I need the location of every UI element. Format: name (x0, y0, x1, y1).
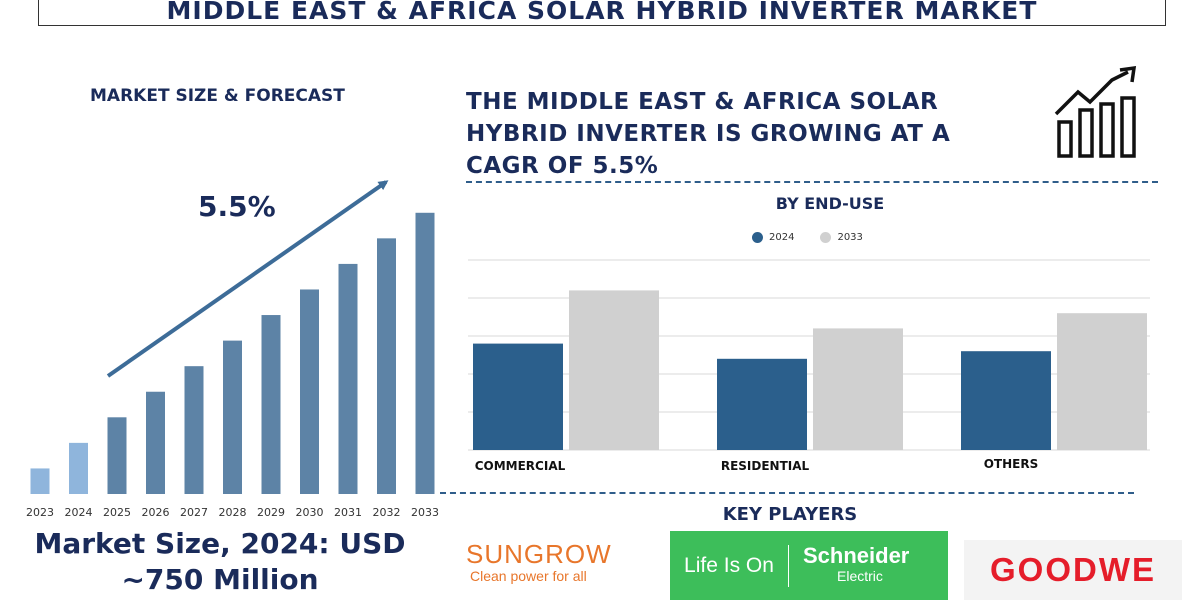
schneider-electric-logo: Life Is On Schneider Electric (670, 531, 948, 600)
end-use-label-others: OTHERS (984, 457, 1039, 471)
page-title: MIDDLE EAST & AFRICA SOLAR HYBRID INVERT… (38, 0, 1166, 26)
headline-line-2: HYBRID INVERTER IS GROWING AT A (466, 121, 951, 147)
page-title-text: MIDDLE EAST & AFRICA SOLAR HYBRID INVERT… (166, 0, 1038, 25)
forecast-bar-2026 (146, 391, 165, 494)
schneider-slogan: Life Is On (684, 553, 774, 577)
market-size-line-1: Market Size, 2024: USD (34, 527, 406, 560)
end-use-bar-residential-2033 (813, 328, 903, 450)
end-use-bar-residential-2024 (717, 358, 807, 450)
forecast-tick-2027: 2027 (180, 506, 208, 519)
end-use-chart-title: BY END-USE (775, 194, 885, 213)
end-use-bar-others-2024 (961, 351, 1051, 450)
headline-line-1: THE MIDDLE EAST & AFRICA SOLAR (466, 89, 939, 115)
forecast-bar-2025 (107, 417, 127, 494)
legend-swatch-2033 (820, 232, 832, 243)
growth-chart-icon (1054, 65, 1137, 158)
forecast-bar-2030 (300, 289, 319, 494)
goodwe-logo: GOODWE (964, 540, 1182, 600)
forecast-bar-2023 (30, 468, 50, 494)
schneider-wordmark: Schneider Electric (789, 542, 910, 586)
forecast-tick-2032: 2032 (373, 506, 401, 519)
section-divider-top (466, 181, 1158, 183)
key-players-title: KEY PLAYERS (722, 504, 858, 525)
forecast-bar-2033 (415, 212, 435, 495)
forecast-bar-2029 (261, 315, 281, 494)
headline-line-3: CAGR OF 5.5% (466, 153, 659, 179)
forecast-tick-2026: 2026 (142, 506, 170, 519)
end-use-label-residential: RESIDENTIAL (721, 459, 810, 473)
end-use-bar-commercial-2033 (569, 290, 659, 450)
legend-swatch-2024 (752, 232, 763, 243)
legend-label-2033: 2033 (837, 232, 863, 243)
forecast-tick-2028: 2028 (219, 506, 247, 519)
growth-arrow (106, 180, 389, 378)
forecast-chart-title: MARKET SIZE & FORECAST (90, 86, 345, 106)
forecast-bar-chart: 2023 2024 2025 2026 2027 2028 2029 2030 2031 2032… (26, 180, 439, 519)
forecast-bars (30, 212, 435, 495)
headline: THE MIDDLE EAST & AFRICA SOLAR HYBRID IN… (466, 86, 1026, 182)
end-use-label-commercial: COMMERCIAL (475, 459, 566, 473)
goodwe-wordmark: GOODWE (990, 551, 1156, 588)
end-use-category-labels: COMMERCIAL RESIDENTIAL OTHERS (475, 457, 1039, 473)
schneider-brand: Schneider (803, 542, 910, 568)
forecast-tick-2023: 2023 (26, 506, 54, 519)
end-use-bar-chart: COMMERCIAL RESIDENTIAL OTHERS (468, 259, 1150, 473)
end-use-bars (473, 290, 1147, 450)
forecast-bar-2032 (377, 238, 396, 494)
end-use-legend: 2024 2033 (752, 232, 863, 243)
forecast-bar-2024 (69, 442, 88, 494)
section-divider-bottom (440, 492, 1134, 494)
forecast-tick-labels: 2023 2024 2025 2026 2027 2028 2029 2030 2031 2032… (26, 506, 439, 519)
forecast-bar-2028 (223, 340, 242, 494)
forecast-tick-2025: 2025 (103, 506, 131, 519)
sungrow-wordmark: SUNGROW (466, 539, 612, 569)
forecast-tick-2030: 2030 (296, 506, 324, 519)
schneider-separator (788, 544, 789, 587)
forecast-bar-2027 (184, 366, 204, 494)
schneider-sub: Electric (837, 567, 883, 584)
legend-label-2024: 2024 (769, 232, 795, 243)
market-size-text: Market Size, 2024: USD ~750 Million (0, 526, 440, 598)
end-use-bar-others-2033 (1057, 313, 1147, 450)
market-size-line-2: ~750 Million (121, 563, 319, 596)
forecast-tick-2029: 2029 (257, 506, 285, 519)
forecast-tick-2033: 2033 (411, 506, 439, 519)
forecast-tick-2024: 2024 (65, 506, 93, 519)
end-use-bar-commercial-2024 (473, 343, 563, 450)
sungrow-tagline: Clean power for all (470, 568, 587, 584)
forecast-bar-2031 (338, 263, 358, 494)
forecast-tick-2031: 2031 (334, 506, 362, 519)
cagr-annotation: 5.5% (198, 190, 276, 223)
sungrow-logo: SUNGROW Clean power for all (466, 540, 636, 600)
